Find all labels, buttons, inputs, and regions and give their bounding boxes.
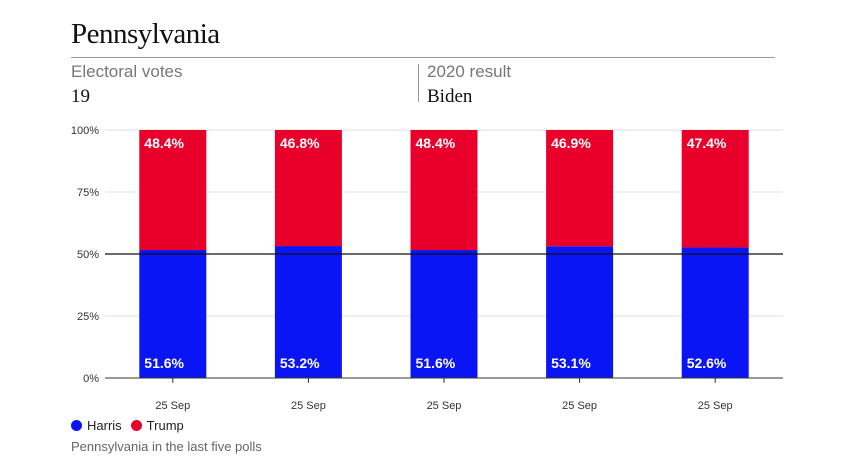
meta-divider [418, 64, 419, 102]
bar-trump [274, 130, 342, 247]
data-label-harris: 51.6% [416, 355, 456, 371]
harris-dot-icon [71, 420, 82, 431]
result-2020-value: Biden [427, 86, 473, 107]
data-label-trump: 48.4% [416, 135, 456, 151]
electoral-votes-label: Electoral votes [71, 62, 183, 81]
data-label-trump: 48.4% [144, 135, 184, 151]
y-tick-label: 50% [77, 249, 99, 261]
data-label-trump: 47.4% [687, 135, 727, 151]
trump-dot-icon [130, 420, 142, 431]
result-2020-label: 2020 result [427, 62, 512, 81]
y-tick-label: 25% [77, 311, 99, 323]
bar-harris [139, 250, 207, 378]
x-tick-label: 25 Sep [155, 400, 190, 412]
legend-item-harris: Harris [71, 418, 122, 433]
x-tick-label: 25 Sep [427, 400, 462, 412]
chart-caption: Pennsylvania in the last five polls [71, 439, 262, 454]
x-tick-label: 25 Sep [698, 400, 733, 412]
x-tick-label: 25 Sep [562, 400, 597, 412]
chart-legend: Harris Trump [71, 418, 193, 433]
data-label-harris: 51.6% [144, 355, 184, 371]
bar-harris [546, 246, 614, 378]
data-label-trump: 46.9% [551, 135, 591, 151]
legend-item-trump: Trump [130, 418, 184, 433]
legend-label-trump: Trump [146, 418, 184, 433]
data-label-harris: 53.1% [551, 355, 591, 371]
bar-trump [139, 130, 207, 251]
y-tick-label: 100% [71, 125, 99, 137]
bar-harris [410, 250, 478, 378]
y-tick-label: 0% [83, 373, 99, 385]
x-tick-label: 25 Sep [291, 400, 326, 412]
stacked-bar-chart: 0% 25% 50% 75% 100% 48.4% 51.6% 25 Sep 46.8% 53.2… [71, 125, 783, 412]
chart-title: Pennsylvania [71, 18, 220, 50]
data-label-harris: 52.6% [687, 355, 727, 371]
bar-trump [410, 130, 478, 251]
electoral-votes-value: 19 [71, 86, 90, 107]
bar-trump [546, 130, 614, 247]
data-label-harris: 53.2% [280, 355, 320, 371]
y-tick-label: 75% [77, 187, 99, 199]
bar-trump [681, 130, 749, 248]
bar-harris [681, 247, 749, 378]
data-label-trump: 46.8% [280, 135, 320, 151]
legend-label-harris: Harris [87, 418, 122, 433]
bar-harris [274, 246, 342, 378]
title-divider [71, 57, 775, 58]
